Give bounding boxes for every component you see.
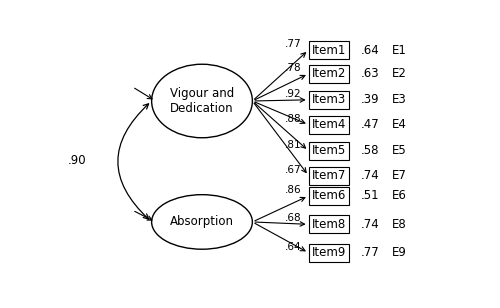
Text: E4: E4 <box>392 118 407 131</box>
Text: E2: E2 <box>392 67 407 80</box>
FancyBboxPatch shape <box>308 41 349 59</box>
FancyArrowPatch shape <box>118 104 148 219</box>
Text: Item8: Item8 <box>312 218 346 231</box>
Text: Item3: Item3 <box>312 93 346 106</box>
Text: E8: E8 <box>392 218 407 231</box>
Text: .47: .47 <box>360 118 379 131</box>
Text: .51: .51 <box>360 189 379 202</box>
Text: .74: .74 <box>360 218 379 231</box>
Text: .77: .77 <box>285 39 302 49</box>
Text: .67: .67 <box>285 164 302 175</box>
Text: E5: E5 <box>392 144 407 157</box>
FancyBboxPatch shape <box>308 65 349 83</box>
Text: E9: E9 <box>392 246 407 259</box>
Text: .58: .58 <box>360 144 379 157</box>
FancyBboxPatch shape <box>308 142 349 160</box>
Text: Item6: Item6 <box>312 189 346 202</box>
Text: .74: .74 <box>360 169 379 182</box>
FancyBboxPatch shape <box>308 215 349 233</box>
Text: .92: .92 <box>285 89 302 99</box>
Text: E6: E6 <box>392 189 407 202</box>
Text: Vigour and
Dedication: Vigour and Dedication <box>170 87 234 115</box>
Text: Absorption: Absorption <box>170 215 234 229</box>
Text: .78: .78 <box>285 63 302 72</box>
Text: .64: .64 <box>285 241 302 252</box>
Text: E3: E3 <box>392 93 407 106</box>
Text: Item5: Item5 <box>312 144 346 157</box>
Text: .63: .63 <box>360 67 379 80</box>
FancyBboxPatch shape <box>308 244 349 262</box>
Text: Item4: Item4 <box>312 118 346 131</box>
Text: .81: .81 <box>285 140 302 150</box>
Text: .88: .88 <box>285 114 302 124</box>
Text: .68: .68 <box>285 213 302 223</box>
Text: E7: E7 <box>392 169 407 182</box>
Text: Item9: Item9 <box>312 246 346 259</box>
FancyBboxPatch shape <box>308 91 349 109</box>
Text: .39: .39 <box>360 93 379 106</box>
Text: Item1: Item1 <box>312 43 346 56</box>
Text: .64: .64 <box>360 43 379 56</box>
FancyBboxPatch shape <box>308 187 349 205</box>
Text: Item7: Item7 <box>312 169 346 182</box>
Text: E1: E1 <box>392 43 407 56</box>
Text: .86: .86 <box>285 185 302 195</box>
FancyBboxPatch shape <box>308 116 349 134</box>
Text: .77: .77 <box>360 246 379 259</box>
Text: Item2: Item2 <box>312 67 346 80</box>
Text: .90: .90 <box>68 154 86 167</box>
FancyBboxPatch shape <box>308 167 349 184</box>
